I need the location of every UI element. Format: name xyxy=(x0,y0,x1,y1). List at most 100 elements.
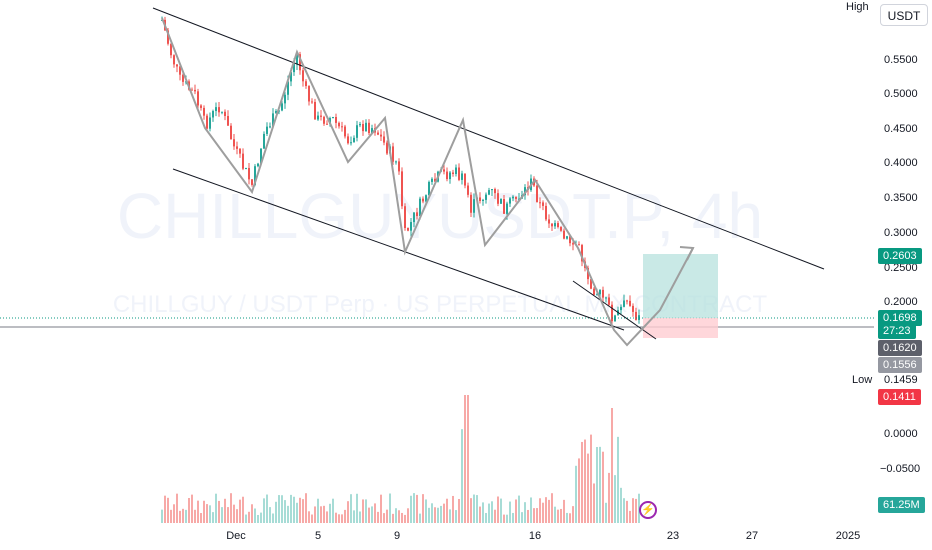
candle-body xyxy=(455,167,457,175)
volume-bar xyxy=(161,509,163,523)
volume-bar xyxy=(296,502,298,523)
volume-bar xyxy=(377,511,379,523)
volume-bar xyxy=(599,446,601,523)
candle-body xyxy=(416,212,418,217)
volume-bar xyxy=(350,494,352,523)
candle-body xyxy=(386,142,388,154)
candle-body xyxy=(260,148,262,164)
candle-body xyxy=(452,172,454,175)
candle-body xyxy=(257,163,259,167)
price-tick: 0.3500 xyxy=(884,192,918,204)
candle-body xyxy=(236,146,238,149)
candle-body xyxy=(497,193,499,204)
volume-bar xyxy=(614,475,616,523)
lightning-icon[interactable]: ⚡ xyxy=(639,501,657,519)
volume-bar xyxy=(245,514,247,523)
currency-button[interactable]: USDT xyxy=(880,4,928,26)
volume-bar xyxy=(167,497,169,523)
volume-bar xyxy=(197,500,199,523)
volume-bar xyxy=(602,451,604,523)
watermark-symbol: CHILLGUYUSDT.P, 4h xyxy=(117,180,763,252)
candle-body xyxy=(359,124,361,126)
volume-bar xyxy=(416,494,418,523)
candle-body xyxy=(581,245,583,262)
candle-body xyxy=(266,126,268,134)
candle-body xyxy=(326,123,328,125)
stop-price-tag: 0.1411 xyxy=(878,389,921,405)
candle-body xyxy=(383,136,385,143)
candle-body xyxy=(221,111,223,113)
candle-body xyxy=(632,305,634,312)
candle-body xyxy=(509,198,511,204)
candle-body xyxy=(296,54,298,65)
candle-body xyxy=(320,115,322,117)
time-tick: 16 xyxy=(528,530,542,542)
price-tick: 0.2500 xyxy=(884,262,918,274)
candle-body xyxy=(551,223,553,227)
volume-bar xyxy=(476,495,478,523)
price-tick: 0.4500 xyxy=(884,123,918,135)
volume-bar xyxy=(173,504,175,523)
candlestick-series xyxy=(161,16,640,325)
time-tick: 2025 xyxy=(835,530,861,542)
volume-bar xyxy=(356,493,358,523)
volume-bar xyxy=(359,511,361,523)
candle-body xyxy=(263,133,265,149)
candle-body xyxy=(200,105,202,108)
volume-bar xyxy=(530,497,532,523)
volume-bar xyxy=(230,493,232,523)
candle-body xyxy=(395,161,397,163)
volume-bar xyxy=(275,501,277,523)
volume-bar xyxy=(629,510,631,523)
candle-body xyxy=(599,289,601,295)
volume-bar xyxy=(503,514,505,523)
time-tick: 9 xyxy=(393,530,401,542)
volume-bar xyxy=(272,513,274,523)
candle-body xyxy=(380,134,382,137)
drawings[interactable] xyxy=(0,7,874,347)
candle-body xyxy=(467,185,469,195)
volume-bar xyxy=(533,508,535,523)
volume-bar xyxy=(278,495,280,523)
volume-bar xyxy=(236,509,238,523)
candle-body xyxy=(338,122,340,127)
volume-bar xyxy=(302,499,304,523)
volume-bar xyxy=(434,507,436,523)
candle-body xyxy=(203,107,205,116)
volume-bar xyxy=(596,447,598,523)
candle-body xyxy=(488,190,490,195)
volume-bar xyxy=(446,498,448,523)
volume-bar xyxy=(365,499,367,523)
volume-bar xyxy=(233,504,235,523)
candle-body xyxy=(170,43,172,56)
volume-bar xyxy=(344,509,346,523)
volume-bar xyxy=(551,493,553,523)
candle-body xyxy=(626,300,628,302)
volume-bar xyxy=(437,507,439,523)
candle-body xyxy=(482,199,484,202)
volume-bar xyxy=(632,498,634,523)
candle-body xyxy=(593,288,595,295)
volume-bar xyxy=(212,512,214,523)
zigzag-path xyxy=(161,17,694,347)
volume-bar xyxy=(506,514,508,523)
volume-bar xyxy=(305,493,307,523)
volume-bar xyxy=(182,508,184,523)
candle-body xyxy=(392,146,394,162)
volume-bar xyxy=(185,509,187,523)
candle-body xyxy=(605,297,607,299)
volume-bar xyxy=(221,507,223,523)
candle-body xyxy=(578,244,580,246)
volume-bar xyxy=(473,494,475,523)
countdown-tag: 27:23 xyxy=(878,323,916,339)
volume-bar xyxy=(527,509,529,523)
volume-bar xyxy=(239,499,241,523)
candle-body xyxy=(335,117,337,123)
volume-bar xyxy=(338,514,340,523)
volume-bar xyxy=(428,507,430,523)
volume-bar xyxy=(389,493,391,523)
volume-bar xyxy=(251,504,253,523)
candle-body xyxy=(458,167,460,180)
